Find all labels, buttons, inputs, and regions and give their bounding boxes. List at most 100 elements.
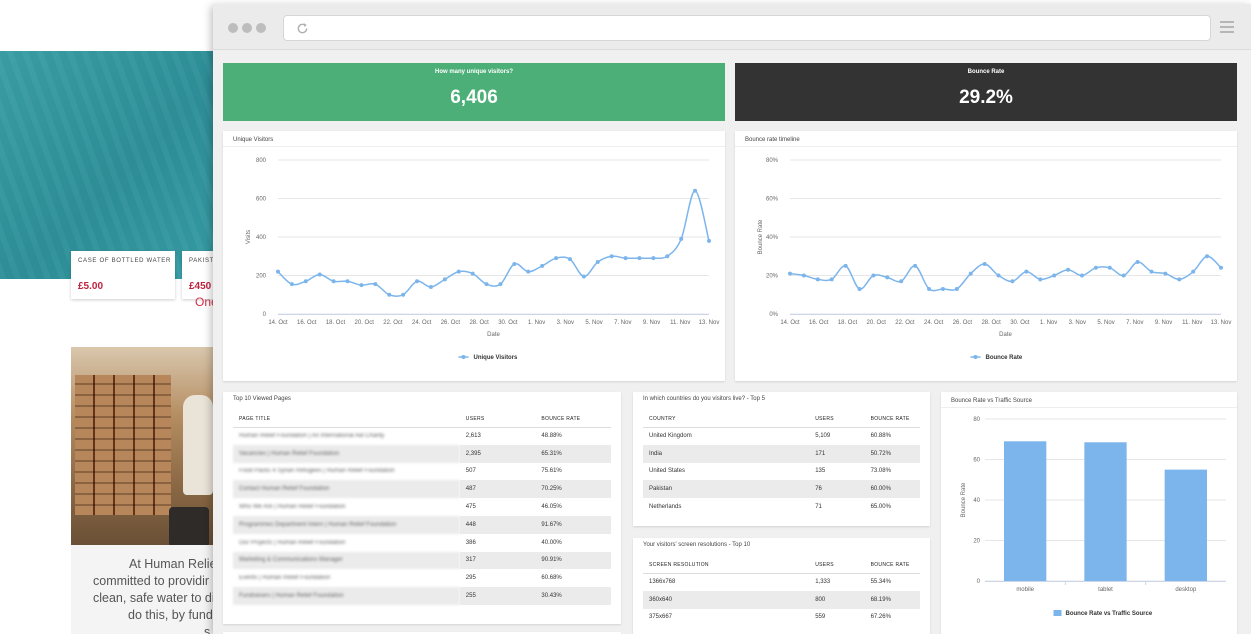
- data-point: [1163, 271, 1168, 276]
- data-point: [415, 279, 420, 284]
- column-header[interactable]: BOUNCE RATE: [535, 411, 611, 428]
- data-point: [1205, 254, 1210, 259]
- column-header[interactable]: COUNTRY: [643, 411, 810, 428]
- table-cell: 60.68%: [541, 575, 562, 582]
- traffic-source-chart-panel: Bounce Rate vs Traffic Source 0 20 40 60 80 Bo…: [941, 392, 1237, 634]
- legend-label: Bounce Rate: [986, 355, 1023, 361]
- table-cell: 60.88%: [870, 433, 891, 440]
- table-row: Vacancies | Human Relief Foundation 2,395…: [233, 444, 611, 463]
- column-header[interactable]: USERS: [459, 411, 536, 428]
- data-point: [940, 286, 945, 291]
- data-point: [1191, 269, 1196, 274]
- data-point: [540, 263, 545, 268]
- y-axis-title: Bounce Rate: [758, 219, 764, 254]
- x-tick-label: 24. Oct: [924, 320, 944, 326]
- column-header[interactable]: PAGE TITLE: [233, 411, 460, 428]
- x-tick-label: 14. Oct: [780, 320, 800, 326]
- data-point: [609, 254, 614, 259]
- data-point: [442, 277, 447, 282]
- table-cell: 73.08%: [870, 468, 891, 475]
- y-tick-label: 40%: [766, 235, 779, 241]
- table-cell: 800: [809, 590, 865, 609]
- table-cell: 71: [815, 504, 822, 511]
- table-cell: Vacancies | Human Relief Foundation: [233, 444, 460, 463]
- legend-label: Unique Visitors: [474, 355, 519, 361]
- data-point: [1135, 260, 1140, 265]
- window-control-dot[interactable]: [256, 23, 266, 33]
- x-tick-label: 22. Oct: [383, 320, 403, 326]
- y-tick-label: 800: [256, 158, 267, 164]
- data-point: [899, 279, 904, 284]
- table-cell: Events | Human Relief Foundation: [239, 575, 331, 582]
- table-cell: 46.05%: [541, 504, 562, 511]
- table-row: Contact Human Relief Foundation 487 70.25%: [233, 480, 611, 499]
- x-tick-label: 30. Oct: [1010, 320, 1030, 326]
- table-cell: 448: [459, 515, 536, 534]
- hamburger-menu-icon[interactable]: [1220, 20, 1234, 34]
- table-cell: 386: [465, 539, 476, 546]
- x-tick-label: 11. Nov: [1182, 320, 1202, 326]
- panel-title: Top 10 Viewed Pages: [233, 396, 291, 402]
- table-row: 375x667 559 67.26%: [643, 609, 920, 627]
- table-cell: 40.00%: [541, 539, 562, 546]
- x-axis-title: Date: [999, 332, 1012, 338]
- table-cell: United Kingdom: [649, 433, 692, 440]
- column-header[interactable]: USERS: [809, 557, 865, 574]
- data-point: [289, 282, 294, 287]
- bounce-vs-traffic-chart: Bounce Rate vs Traffic Source 0 20 40 60 80 Bo…: [941, 398, 1237, 617]
- data-point: [665, 254, 670, 259]
- x-tick-label: 14. Oct: [268, 320, 288, 326]
- bar: [1084, 442, 1127, 581]
- window-control-dot[interactable]: [228, 23, 238, 33]
- data-point: [968, 271, 973, 276]
- y-tick-label: 40: [973, 498, 980, 504]
- table-cell: 255: [459, 587, 536, 605]
- product-price: £5.00: [78, 281, 104, 292]
- data-point: [428, 285, 433, 290]
- column-header[interactable]: BOUNCE RATE: [864, 411, 920, 428]
- section-heading-fragment: One: [195, 295, 218, 309]
- address-bar[interactable]: [283, 15, 1211, 41]
- data-point: [498, 282, 503, 287]
- window-control-dot[interactable]: [242, 23, 252, 33]
- unique-visitors-chart-panel: Unique Visitors 0 200 400 600 800 Visits 14. Oc…: [223, 131, 725, 381]
- column-header[interactable]: SCREEN RESOLUTION: [643, 557, 810, 574]
- data-point: [1038, 277, 1043, 282]
- x-tick-label: 9. Nov: [1155, 320, 1172, 326]
- about-line: clean, safe water to di: [93, 591, 215, 605]
- product-card[interactable]: CASE OF BOTTLED WATER £5.00: [71, 251, 175, 299]
- column-header[interactable]: USERS: [809, 411, 865, 428]
- table-row: Fundraisers | Human Relief Foundation 255…: [233, 587, 611, 605]
- table-row: Pakistan 76 60.00%: [643, 480, 920, 499]
- y-tick-label: 20%: [766, 274, 779, 280]
- x-tick-label: 20. Oct: [355, 320, 375, 326]
- column-header[interactable]: BOUNCE RATE: [864, 557, 920, 574]
- reload-icon[interactable]: [296, 22, 309, 35]
- data-point: [387, 292, 392, 297]
- table-cell: India: [643, 444, 810, 463]
- x-tick-label: 13. Nov: [699, 320, 720, 326]
- panel-title: In which countries do you visitors live?…: [643, 396, 765, 402]
- kpi-value: 29.2%: [959, 87, 1013, 108]
- table-cell: 295: [465, 575, 476, 582]
- analytics-dashboard: How many unique visitors? 6,406 Bounce R…: [213, 51, 1251, 634]
- table-row: Programmes Department Intern | Human Rel…: [233, 515, 611, 534]
- kpi-title: Bounce Rate: [967, 69, 1005, 75]
- table-header-row: SCREEN RESOLUTION USERS BOUNCE RATE: [643, 557, 920, 574]
- table-cell: Marketing & Communications Manager: [233, 551, 460, 570]
- data-point: [1219, 265, 1223, 270]
- x-tick-label: 1. Nov: [528, 320, 545, 326]
- table-cell: 2,613: [465, 433, 481, 440]
- data-point: [1066, 267, 1071, 272]
- data-point: [303, 279, 308, 284]
- x-tick-label: mobile: [1016, 587, 1034, 593]
- x-tick-label: desktop: [1175, 587, 1197, 593]
- table-cell: 65.31%: [535, 444, 611, 463]
- kpi-title: How many unique visitors?: [434, 69, 513, 75]
- table-cell: Food Packs 4 Syrian Refugees | Human Rel…: [239, 468, 395, 475]
- x-tick-label: 3. Nov: [557, 320, 574, 326]
- chart-title: Unique Visitors: [233, 137, 273, 143]
- table-cell: 475: [465, 504, 476, 511]
- data-point: [788, 271, 792, 276]
